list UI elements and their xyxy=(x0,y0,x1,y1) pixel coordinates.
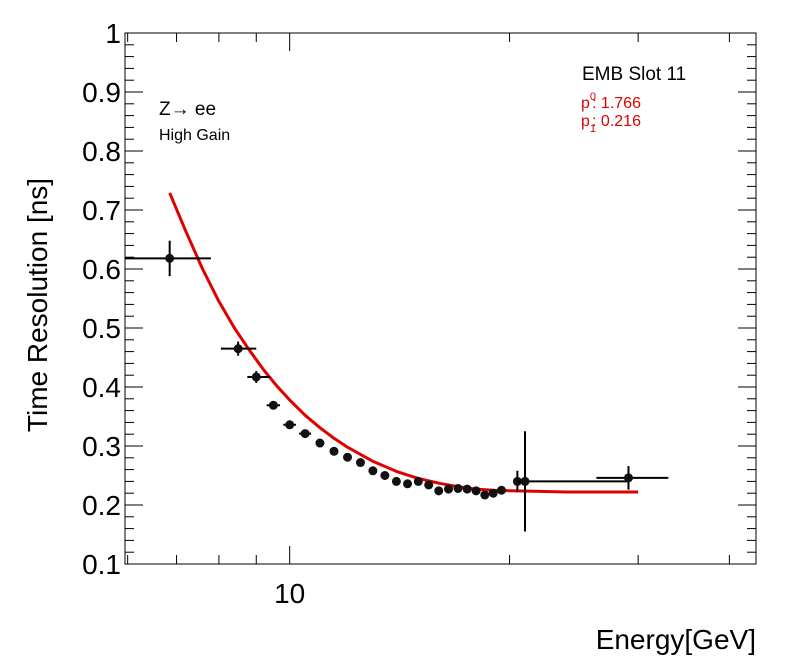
data-marker xyxy=(355,458,365,468)
data-marker xyxy=(329,446,339,456)
fit-param-p1-subscript: 1 xyxy=(590,123,596,135)
data-point xyxy=(299,429,312,439)
data-point xyxy=(434,486,444,496)
data-point xyxy=(368,466,378,476)
data-point xyxy=(453,483,463,493)
y-tick-label: 0.4 xyxy=(82,372,121,403)
data-point xyxy=(391,476,401,486)
data-marker xyxy=(488,488,498,498)
fit-param-p1-value: : 0.216 xyxy=(592,113,641,130)
y-tick-label: 0.6 xyxy=(82,254,121,285)
data-marker xyxy=(368,466,378,476)
data-point xyxy=(125,240,211,277)
gain-label: High Gain xyxy=(159,127,230,144)
data-point xyxy=(596,466,669,490)
data-marker xyxy=(453,483,463,493)
fit-param-p0-subscript: 0 xyxy=(590,91,596,103)
data-point xyxy=(488,488,498,498)
data-point xyxy=(462,484,472,494)
data-point xyxy=(403,479,413,489)
data-marker xyxy=(462,484,472,494)
data-point xyxy=(471,486,481,496)
data-marker xyxy=(413,476,423,486)
data-marker xyxy=(251,372,261,382)
data-marker xyxy=(391,476,401,486)
data-point xyxy=(480,490,490,500)
data-point xyxy=(517,431,629,532)
data-point xyxy=(315,438,325,448)
y-tick-label: 0.9 xyxy=(82,77,121,108)
data-marker xyxy=(623,473,633,483)
data-marker xyxy=(268,400,278,410)
data-point xyxy=(343,452,353,462)
data-point xyxy=(329,446,339,456)
fit-param-p1-symbol: p xyxy=(581,113,590,130)
data-point xyxy=(247,371,271,383)
x-tick-label: 10 xyxy=(274,578,305,609)
data-marker xyxy=(424,480,434,490)
data-point xyxy=(266,400,281,410)
y-axis-title: Time Resolution [ns] xyxy=(22,178,53,432)
data-marker xyxy=(300,429,310,439)
data-point xyxy=(497,485,507,495)
y-tick-label: 0.2 xyxy=(82,490,121,521)
data-marker xyxy=(497,485,507,495)
data-point xyxy=(380,471,390,480)
plot-frame xyxy=(124,32,757,565)
y-tick-label: 0.7 xyxy=(82,195,121,226)
data-point xyxy=(283,420,296,430)
data-marker xyxy=(315,438,325,448)
process-label: Z→ ee xyxy=(159,99,216,120)
data-marker xyxy=(444,484,454,494)
fit-param-p1: p1: 0.216 xyxy=(581,113,641,135)
fit-param-p0-value: : 1.766 xyxy=(592,95,641,112)
y-tick-label: 0.1 xyxy=(82,549,121,580)
y-tick-label: 0.8 xyxy=(82,136,121,167)
data-marker xyxy=(403,479,413,489)
data-point xyxy=(424,480,434,490)
data-point xyxy=(220,341,257,356)
data-point xyxy=(444,484,454,494)
data-point xyxy=(355,458,365,468)
slot-label: EMB Slot 11 xyxy=(582,64,686,85)
data-marker xyxy=(380,471,390,480)
data-marker xyxy=(520,476,530,486)
data-marker xyxy=(471,486,481,496)
y-tick-label: 0.5 xyxy=(82,313,121,344)
data-marker xyxy=(480,490,490,500)
data-marker xyxy=(343,452,353,462)
data-marker xyxy=(285,420,295,430)
y-tick-label: 1 xyxy=(105,18,121,49)
data-point xyxy=(413,476,423,486)
data-marker xyxy=(165,253,175,263)
y-tick-label: 0.3 xyxy=(82,431,121,462)
fit-curve xyxy=(168,192,639,494)
fit-param-p0-symbol: p xyxy=(581,95,590,112)
data-marker xyxy=(233,344,243,354)
x-axis-title: Energy[GeV] xyxy=(596,624,756,655)
fit-param-p0: p0: 1.766 xyxy=(581,91,641,112)
data-marker xyxy=(434,486,444,496)
